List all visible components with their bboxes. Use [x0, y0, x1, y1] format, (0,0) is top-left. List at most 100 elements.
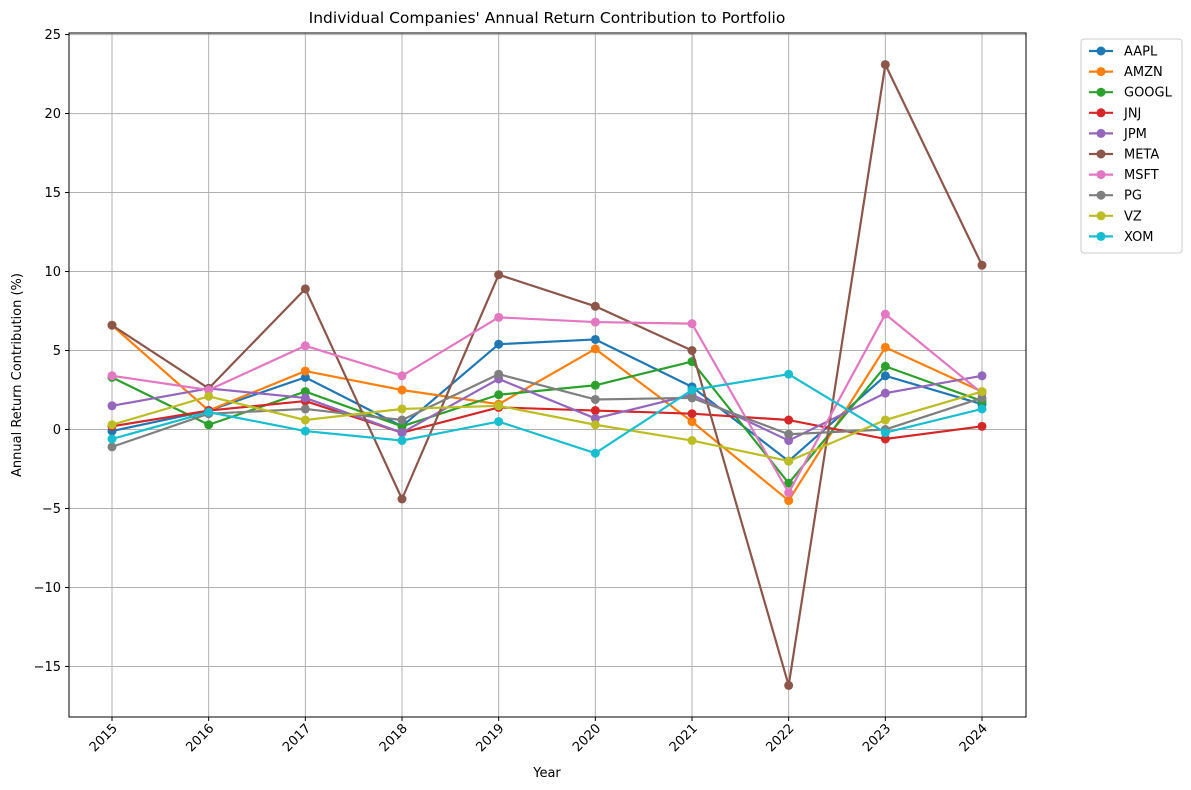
data-point-vz	[784, 456, 794, 466]
data-point-pg	[300, 404, 310, 414]
data-point-meta	[687, 346, 697, 356]
legend-items: AAPL AMZN GOOGL JNJ JPM META MSFT PG VZ XOM	[1089, 45, 1173, 245]
data-point-vz	[977, 387, 987, 397]
data-point-jpm	[784, 436, 794, 446]
legend-label: XOM	[1124, 230, 1154, 245]
series-layer	[107, 60, 987, 690]
series-line-jpm	[110, 374, 984, 442]
x-tick-label: 2017	[280, 721, 314, 755]
data-point-jpm	[977, 371, 987, 381]
y-tick-label: 0	[53, 423, 61, 438]
legend-label: GOOGL	[1124, 86, 1173, 101]
data-point-aapl	[880, 371, 890, 381]
series-line-xom	[110, 373, 984, 455]
data-point-amzn	[300, 366, 310, 376]
legend-swatch-marker	[1096, 211, 1106, 221]
legend-label: META	[1124, 148, 1159, 163]
series-line-meta	[110, 63, 984, 687]
data-point-aapl	[590, 334, 600, 344]
data-point-xom	[494, 417, 504, 427]
data-point-xom	[397, 436, 407, 446]
data-point-jnj	[880, 434, 890, 444]
x-tick-label: 2015	[87, 721, 121, 755]
y-tick-layer: −15 −10 −5 0 5 10 15 20 25	[34, 28, 69, 675]
data-point-jpm	[397, 428, 407, 438]
x-tick-label: 2024	[957, 721, 991, 755]
data-point-meta	[494, 270, 504, 280]
data-point-amzn	[397, 385, 407, 395]
chart-title: Individual Companies' Annual Return Cont…	[309, 9, 786, 27]
series-line-vz	[110, 390, 984, 463]
x-tick-label: 2021	[667, 721, 701, 755]
legend: AAPL AMZN GOOGL JNJ JPM META MSFT PG VZ XOM	[1080, 38, 1183, 254]
data-point-meta	[300, 284, 310, 294]
data-point-jnj	[977, 421, 987, 431]
data-point-googl	[784, 478, 794, 488]
data-point-vz	[590, 420, 600, 430]
data-point-meta	[107, 320, 117, 330]
data-point-jnj	[784, 415, 794, 425]
data-point-msft	[300, 341, 310, 351]
data-point-googl	[880, 361, 890, 371]
data-point-msft	[687, 319, 697, 329]
legend-item-meta: META	[1089, 148, 1159, 163]
data-point-vz	[107, 420, 117, 430]
legend-label: MSFT	[1124, 168, 1159, 183]
data-point-xom	[300, 426, 310, 436]
legend-item-xom: XOM	[1089, 230, 1154, 245]
series-line-pg	[110, 373, 984, 448]
legend-item-googl: GOOGL	[1089, 86, 1173, 101]
data-point-meta	[784, 680, 794, 690]
data-point-pg	[687, 393, 697, 403]
legend-item-msft: MSFT	[1089, 168, 1159, 183]
data-point-jpm	[590, 413, 600, 423]
data-point-xom	[590, 448, 600, 458]
series-meta	[107, 60, 987, 690]
data-point-pg	[397, 415, 407, 425]
series-line-jnj	[110, 399, 984, 441]
data-point-amzn	[590, 344, 600, 354]
data-point-msft	[107, 371, 117, 381]
legend-swatch-marker	[1096, 231, 1106, 241]
x-tick-label: 2023	[860, 721, 894, 755]
data-point-amzn	[784, 496, 794, 506]
data-point-xom	[204, 407, 214, 417]
legend-item-jnj: JNJ	[1089, 106, 1141, 121]
data-point-xom	[107, 434, 117, 444]
data-point-pg	[977, 393, 987, 403]
data-point-pg	[107, 442, 117, 452]
legend-swatch-marker	[1096, 46, 1106, 56]
x-tick-layer: 2015 2016 2017 2018 2019 2020 2021 2022 2023 2024	[87, 717, 991, 755]
x-tick-label: 2018	[377, 721, 411, 755]
series-line-googl	[110, 360, 984, 485]
data-point-amzn	[687, 417, 697, 427]
data-point-jpm	[880, 388, 890, 398]
legend-item-vz: VZ	[1089, 209, 1142, 224]
legend-swatch-marker	[1096, 67, 1106, 77]
data-point-xom	[977, 404, 987, 414]
data-point-jpm	[107, 401, 117, 411]
data-point-msft	[880, 309, 890, 319]
data-point-meta	[397, 494, 407, 504]
y-tick-label: 10	[44, 265, 61, 280]
data-point-xom	[784, 369, 794, 379]
y-tick-label: 15	[44, 186, 61, 201]
data-point-aapl	[494, 339, 504, 349]
x-tick-label: 2020	[570, 721, 604, 755]
series-aapl	[107, 334, 987, 466]
legend-swatch-marker	[1096, 190, 1106, 200]
data-point-googl	[494, 390, 504, 400]
legend-label: VZ	[1124, 209, 1142, 224]
x-axis-label: Year	[532, 766, 561, 781]
y-tick-label: −15	[34, 660, 61, 675]
data-point-amzn	[880, 342, 890, 352]
data-point-pg	[494, 369, 504, 379]
y-tick-label: 5	[53, 344, 61, 359]
data-point-vz	[204, 391, 214, 401]
legend-item-amzn: AMZN	[1089, 65, 1163, 80]
data-point-vz	[494, 401, 504, 411]
legend-swatch-marker	[1096, 108, 1106, 118]
legend-label: PG	[1124, 189, 1142, 204]
x-tick-label: 2022	[763, 721, 797, 755]
